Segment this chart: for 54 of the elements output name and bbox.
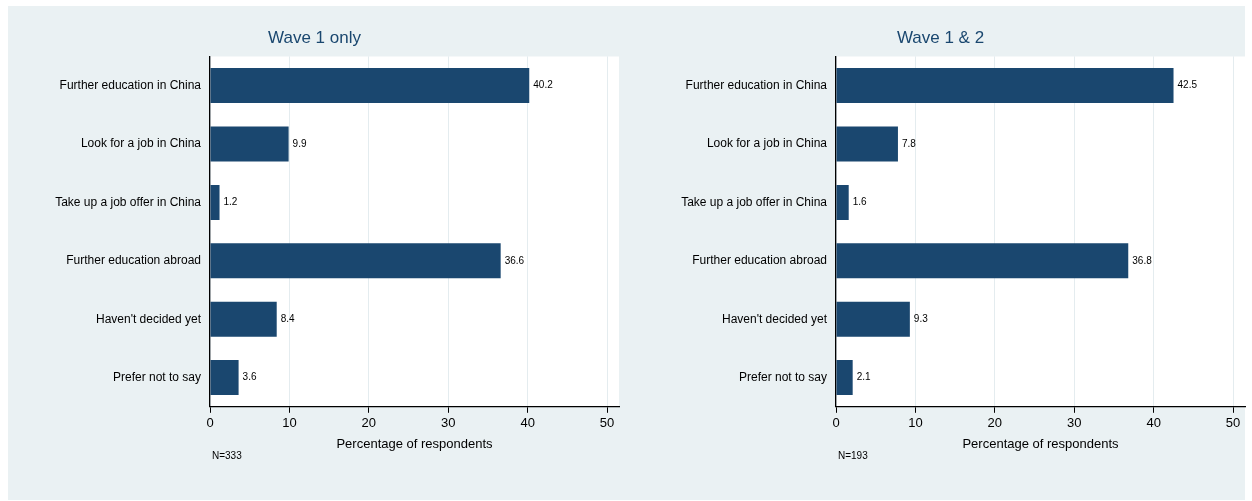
x-tick-label: 30 — [1067, 415, 1082, 431]
data-label: 2.1 — [856, 371, 872, 383]
bar — [210, 68, 530, 104]
x-tick-label: 30 — [441, 415, 456, 431]
y-tick-label: Look for a job in China — [80, 136, 202, 151]
x-tick-label: 10 — [908, 415, 923, 431]
bar — [836, 243, 1129, 279]
x-axis-title: Percentage of respondents — [336, 435, 494, 451]
text: N=333 — [212, 449, 243, 461]
data-label: 3.6 — [242, 371, 257, 383]
x-tick-label: 40 — [1146, 415, 1161, 431]
x-tick-label: 0 — [832, 415, 840, 431]
data-label: 8.4 — [280, 312, 296, 324]
y-tick-label: Haven't decided yet — [721, 311, 828, 326]
x-tick-label: 40 — [520, 415, 535, 431]
y-tick-label: Haven't decided yet — [95, 311, 202, 326]
bar — [210, 126, 289, 162]
x-tick-label: 20 — [361, 415, 377, 431]
data-label: 40.2 — [533, 79, 554, 91]
y-tick-label: Take up a job offer in China — [55, 194, 202, 209]
data-label: 7.8 — [901, 137, 917, 149]
bar — [210, 360, 239, 396]
y-tick-label: Further education in China — [685, 77, 828, 92]
bar — [836, 301, 910, 337]
data-label: 36.8 — [1132, 254, 1153, 266]
data-label: 1.2 — [223, 196, 238, 208]
bar — [836, 184, 849, 220]
bar — [210, 243, 501, 279]
chart-title: Wave 1 only — [268, 27, 362, 47]
x-tick-label: 50 — [1225, 415, 1241, 431]
x-tick-label: 10 — [282, 415, 297, 431]
y-tick-label: Further education abroad — [692, 253, 827, 268]
bar — [836, 68, 1174, 104]
data-label: 42.5 — [1177, 79, 1198, 91]
bar — [836, 360, 853, 396]
x-axis-title: Percentage of respondents — [962, 435, 1120, 451]
y-tick-label: Take up a job offer in China — [681, 194, 828, 209]
bar — [836, 126, 898, 162]
x-tick-label: 20 — [987, 415, 1003, 431]
data-label: 36.6 — [504, 254, 525, 266]
x-tick-label: 50 — [599, 415, 615, 431]
text: N=193 — [838, 449, 869, 461]
x-tick-label: 0 — [206, 415, 214, 431]
y-tick-label: Prefer not to say — [738, 369, 827, 384]
data-label: 9.3 — [913, 312, 929, 324]
bar — [210, 184, 220, 220]
chart-title: Wave 1 & 2 — [896, 27, 985, 47]
y-tick-label: Further education in China — [59, 77, 202, 92]
bar — [210, 301, 277, 337]
data-label: 1.6 — [852, 196, 868, 208]
y-tick-label: Further education abroad — [66, 253, 201, 268]
y-tick-label: Prefer not to say — [112, 369, 201, 384]
data-label: 9.9 — [292, 137, 307, 149]
y-tick-label: Look for a job in China — [706, 136, 828, 151]
